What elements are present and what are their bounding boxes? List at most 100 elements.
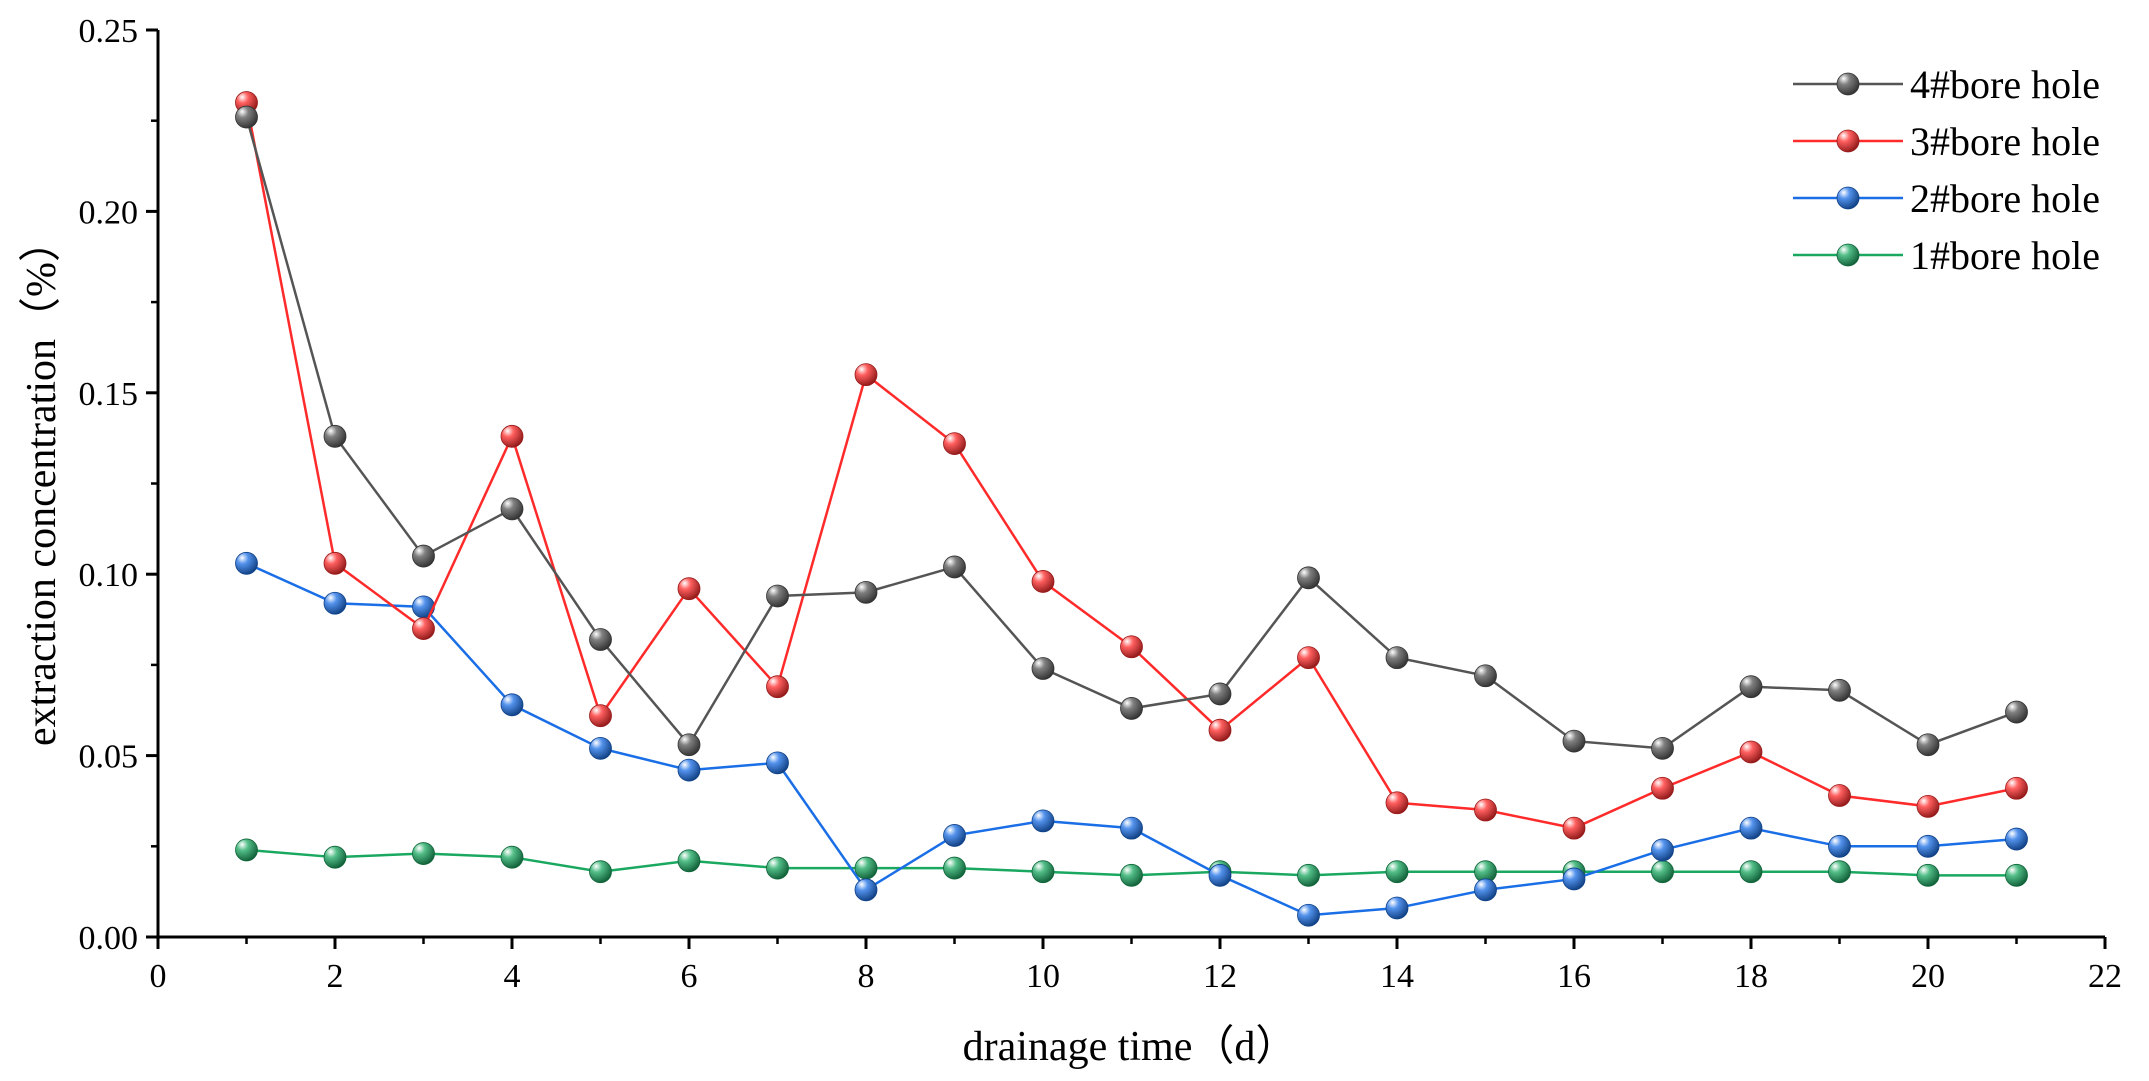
data-point-3bore-hole [1120,635,1143,659]
data-point-2bore-hole [2005,827,2028,851]
data-point-2bore-hole [1828,834,1851,858]
data-point-1bore-hole [1651,860,1674,884]
data-point-1bore-hole [1828,860,1851,884]
y-axis-title: extraction concentration（%） [19,220,65,746]
data-point-3bore-hole [1562,816,1586,840]
data-point-1bore-hole [323,845,347,869]
data-point-2bore-hole [1474,878,1497,902]
x-tick-label: 14 [1380,958,1414,995]
axes [156,30,2105,939]
x-axis-title: drainage time（d） [963,1024,1298,1070]
y-tick-label: 0.25 [79,13,139,50]
data-point-4bore-hole [589,628,612,651]
data-point-4bore-hole [1208,682,1232,706]
data-point-3bore-hole [1385,791,1409,815]
data-point-3bore-hole [1651,776,1674,800]
data-point-2bore-hole [1120,816,1143,840]
x-tick-label: 10 [1026,958,1060,995]
x-tick-label: 0 [150,958,167,995]
legend-item-4bore-hole: 4#bore hole [1793,62,2100,107]
data-point-2bore-hole [766,751,789,775]
x-tick-label: 6 [681,958,698,995]
legend-item-3bore-hole: 3#bore hole [1793,119,2100,164]
data-point-4bore-hole [1739,675,1763,699]
data-point-1bore-hole [1385,860,1409,884]
y-tick-label: 0.00 [79,920,139,957]
x-tick-label: 20 [1911,958,1945,995]
data-point-1bore-hole [677,849,701,873]
data-point-3bore-hole [1031,570,1055,593]
data-point-1bore-hole [1916,863,1940,887]
data-point-3bore-hole [943,432,966,455]
y-tick-label: 0.15 [79,376,139,413]
data-point-3bore-hole [589,704,612,728]
data-point-1bore-hole [766,856,789,880]
data-point-2bore-hole [1031,809,1055,833]
legend-item-2bore-hole: 2#bore hole [1793,176,2100,221]
data-point-4bore-hole [500,497,524,521]
data-point-2bore-hole [854,878,878,902]
x-tick-label: 8 [858,958,875,995]
data-point-2bore-hole [1651,838,1674,862]
data-point-4bore-hole [235,105,258,129]
data-point-4bore-hole [677,733,701,757]
data-point-3bore-hole [323,551,347,575]
data-point-1bore-hole [854,856,878,880]
x-tick-label: 12 [1203,958,1237,995]
data-point-4bore-hole [943,555,966,579]
x-tick-label: 16 [1557,958,1591,995]
data-point-4bore-hole [323,424,347,448]
series-1bore-hole [235,838,2028,887]
legend-marker [1836,243,1860,267]
data-point-4bore-hole [854,580,878,604]
data-point-1bore-hole [1031,860,1055,884]
data-point-1bore-hole [1739,860,1763,884]
data-point-4bore-hole [1385,646,1409,670]
data-point-2bore-hole [1562,867,1586,891]
data-point-1bore-hole [1297,863,1320,887]
data-point-4bore-hole [1916,733,1940,757]
data-point-1bore-hole [2005,863,2028,887]
y-ticks: 0.00 0.05 0.10 0.15 0.20 0.25 [79,13,158,957]
data-point-1bore-hole [589,860,612,884]
x-tick-label: 2 [327,958,344,995]
data-point-2bore-hole [1739,816,1763,840]
y-tick-label: 0.20 [79,194,139,231]
data-point-1bore-hole [500,845,524,869]
data-point-3bore-hole [412,617,435,641]
data-point-4bore-hole [1828,678,1851,702]
data-point-4bore-hole [1651,736,1674,760]
legend-label: 2#bore hole [1910,176,2100,221]
data-point-3bore-hole [1474,798,1497,822]
data-point-3bore-hole [2005,776,2028,800]
legend-label: 3#bore hole [1910,119,2100,164]
data-point-1bore-hole [412,842,435,865]
legend-item-1bore-hole: 1#bore hole [1793,233,2100,278]
legend-label: 4#bore hole [1910,62,2100,107]
data-point-4bore-hole [1474,664,1497,688]
data-point-3bore-hole [1739,740,1763,764]
series-layer [235,91,2028,927]
legend-marker [1836,129,1860,153]
data-point-4bore-hole [1031,657,1055,680]
legend: 4#bore hole 3#bore hole 2#bore hole 1#bore … [1793,62,2100,278]
data-point-2bore-hole [589,736,612,760]
data-point-3bore-hole [500,424,524,448]
x-tick-label: 4 [504,958,521,995]
data-point-4bore-hole [1120,697,1143,720]
data-point-4bore-hole [412,544,435,568]
series-2bore-hole [235,551,2028,927]
legend-label: 1#bore hole [1910,233,2100,278]
data-point-2bore-hole [1297,903,1320,927]
data-point-3bore-hole [1297,646,1320,670]
data-point-1bore-hole [1120,863,1143,887]
y-tick-label: 0.05 [79,739,139,776]
data-point-2bore-hole [500,693,524,717]
legend-marker [1836,72,1860,96]
series-4bore-hole [235,105,2028,760]
data-point-4bore-hole [2005,700,2028,724]
x-tick-label: 18 [1734,958,1768,995]
data-point-2bore-hole [1385,896,1409,920]
data-point-4bore-hole [766,584,789,608]
